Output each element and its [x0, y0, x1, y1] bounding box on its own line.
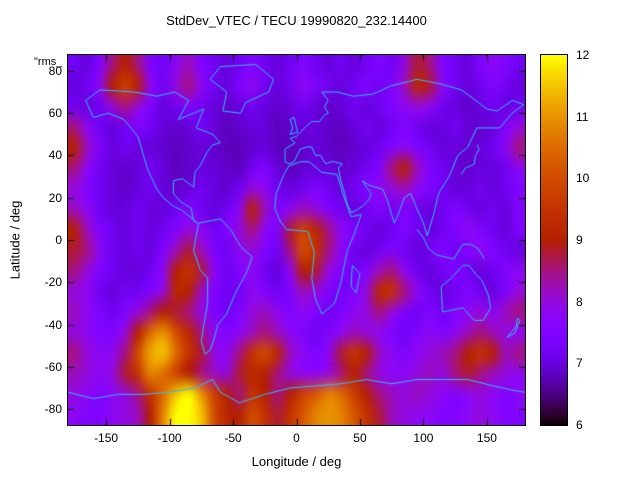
colorbar-tick-label: 7 — [576, 356, 583, 371]
colorbar-tick-label: 8 — [576, 294, 583, 309]
x-tick-label: -150 — [94, 431, 119, 445]
y-tick-label: -60 — [44, 359, 62, 374]
chart-title: StdDev_VTEC / TECU 19990820_232.14400 — [166, 13, 427, 28]
colorbar-tick-label: 6 — [576, 418, 583, 432]
colorbar-tick-label: 11 — [576, 109, 589, 124]
x-tick-label: 50 — [353, 431, 367, 445]
x-tick-label: 150 — [476, 431, 497, 445]
colorbar-tick-label: 12 — [576, 48, 590, 62]
x-tick-label: -100 — [157, 431, 182, 445]
x-tick-label: -50 — [224, 431, 242, 445]
x-tick-label: 0 — [293, 431, 300, 445]
y-tick-label: 0 — [55, 233, 62, 247]
colorbar — [540, 54, 568, 426]
x-tick-label: 100 — [413, 431, 434, 445]
x-axis-label: Longitude / deg — [251, 454, 342, 469]
plot-area — [67, 54, 526, 426]
y-tick-label: 40 — [48, 148, 62, 163]
colorbar-canvas — [541, 55, 567, 425]
y-tick-label: -40 — [44, 317, 62, 332]
colorbar-tick-label: 10 — [576, 171, 590, 186]
y-axis-label: Latitude / deg — [7, 200, 23, 280]
y-tick-label: 20 — [48, 190, 62, 205]
y-tick-label: 60 — [48, 106, 62, 121]
heatmap-canvas — [68, 55, 525, 425]
colorbar-tick-label: 9 — [576, 233, 583, 247]
y-tick-label: -80 — [44, 402, 62, 417]
y-tick-label: 80 — [48, 63, 62, 78]
corner-label: "rms_ — [34, 56, 63, 68]
y-tick-label: -20 — [44, 275, 62, 290]
